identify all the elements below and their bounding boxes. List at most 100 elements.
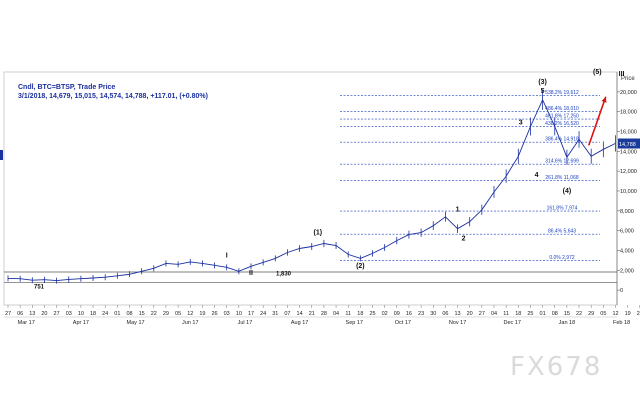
projection-arrow-line bbox=[588, 96, 607, 146]
y-tick-label: 8,000 bbox=[620, 209, 634, 215]
wave-label: (3) bbox=[538, 79, 547, 86]
x-month-label: Mar 17 bbox=[18, 320, 35, 326]
x-day-label: 15 bbox=[564, 311, 570, 317]
x-month-label: Feb 18 bbox=[613, 320, 630, 326]
projection-arrow-head bbox=[601, 96, 607, 103]
x-day-label: 28 bbox=[321, 311, 327, 317]
wave-label: 4 bbox=[535, 172, 539, 179]
x-month-label: Apr 17 bbox=[73, 320, 89, 326]
x-day-label: 14 bbox=[297, 311, 303, 317]
fib-level-label: 86.4% 5,643 bbox=[548, 229, 576, 235]
x-day-label: 21 bbox=[309, 311, 315, 317]
x-month-label: Dec 17 bbox=[504, 320, 521, 326]
x-day-label: 27 bbox=[5, 311, 11, 317]
x-day-label: 16 bbox=[406, 311, 412, 317]
x-month-label: May 17 bbox=[127, 320, 145, 326]
fib-level-label: 461.8% 17,250 bbox=[545, 114, 579, 120]
last-price-box bbox=[618, 138, 640, 149]
x-day-label: 22 bbox=[576, 311, 582, 317]
wave-label: 2 bbox=[462, 236, 466, 243]
x-day-label: 23 bbox=[418, 311, 424, 317]
x-day-label: 20 bbox=[41, 311, 47, 317]
x-day-label: 29 bbox=[163, 311, 169, 317]
ohlc-readout: 3/1/2018, 14,679, 15,015, 14,574, 14,788… bbox=[18, 93, 208, 100]
fib-level-label: 538.2% 19,612 bbox=[545, 90, 579, 96]
fib-level-label: 261.8% 11,068 bbox=[545, 175, 578, 181]
x-day-label: 13 bbox=[454, 311, 460, 317]
x-month-label: Sep 17 bbox=[346, 320, 363, 326]
fib-level-label: 438.2% 16,520 bbox=[545, 121, 579, 127]
x-day-label: 07 bbox=[284, 311, 290, 317]
y-tick-label: 20,000 bbox=[620, 90, 637, 96]
x-day-label: 03 bbox=[224, 311, 230, 317]
x-day-label: 15 bbox=[139, 311, 145, 317]
x-day-label: 12 bbox=[612, 311, 618, 317]
fib-level-label: 0.0% 2,972 bbox=[549, 255, 575, 261]
y-tick-label: 2,000 bbox=[620, 268, 634, 274]
y-tick-label: 12,000 bbox=[620, 169, 637, 175]
wave-label: (1) bbox=[314, 230, 323, 237]
x-month-label: Oct 17 bbox=[395, 320, 411, 326]
fib-level-label: 314.6% 12,699 bbox=[545, 159, 579, 165]
y-tick-label: 18,000 bbox=[620, 110, 637, 116]
x-day-label: 12 bbox=[187, 311, 193, 317]
wave-label: I bbox=[226, 252, 228, 259]
x-day-label: 26 bbox=[637, 311, 640, 317]
x-day-label: 06 bbox=[17, 311, 23, 317]
x-day-label: 24 bbox=[260, 311, 266, 317]
wave-label: 5 bbox=[541, 88, 545, 95]
x-day-label: 08 bbox=[552, 311, 558, 317]
x-day-label: 25 bbox=[527, 311, 533, 317]
x-day-label: 13 bbox=[29, 311, 35, 317]
fib-level-label: 161.8% 7,974 bbox=[547, 206, 578, 212]
support-label: 1,830 bbox=[276, 271, 292, 277]
y-axis-label: Price bbox=[621, 76, 635, 82]
x-day-label: 03 bbox=[66, 311, 72, 317]
plot-border bbox=[3, 71, 618, 306]
x-day-label: 06 bbox=[442, 311, 448, 317]
price-series-line bbox=[7, 98, 616, 282]
watermark-logo: FX678 bbox=[510, 352, 603, 382]
x-day-label: 08 bbox=[126, 311, 132, 317]
x-day-label: 10 bbox=[236, 311, 242, 317]
x-day-label: 18 bbox=[90, 311, 96, 317]
x-day-label: 25 bbox=[369, 311, 375, 317]
y-tick-label: 6,000 bbox=[620, 229, 634, 235]
x-day-label: 20 bbox=[467, 311, 473, 317]
left-edge-marker bbox=[0, 150, 3, 160]
x-day-label: 31 bbox=[272, 311, 278, 317]
x-day-label: 27 bbox=[479, 311, 485, 317]
wave-label: (5) bbox=[593, 69, 602, 76]
y-tick-label: 10,000 bbox=[620, 189, 637, 195]
x-day-label: 11 bbox=[503, 311, 509, 317]
x-day-label: 05 bbox=[600, 311, 606, 317]
fib-level-label: 386.4% 14,918 bbox=[545, 137, 579, 143]
x-month-label: Aug 17 bbox=[291, 320, 308, 326]
wave-label: II bbox=[249, 270, 253, 277]
instrument-title: Cndl, BTC=BTSP, Trade Price bbox=[18, 84, 116, 91]
x-day-label: 27 bbox=[54, 311, 60, 317]
x-day-label: 01 bbox=[540, 311, 546, 317]
x-day-label: 30 bbox=[430, 311, 436, 317]
x-day-label: 24 bbox=[102, 311, 108, 317]
y-tick-label: 16,000 bbox=[620, 129, 637, 135]
y-tick-label: 14,000 bbox=[620, 149, 637, 155]
wave-label: 3 bbox=[519, 120, 523, 127]
x-day-label: 26 bbox=[211, 311, 217, 317]
wave-label: 1 bbox=[456, 206, 460, 213]
x-day-label: 04 bbox=[333, 311, 339, 317]
x-day-label: 01 bbox=[114, 311, 120, 317]
x-day-label: 05 bbox=[175, 311, 181, 317]
y-tick-label: 0 bbox=[620, 288, 623, 294]
x-day-label: 02 bbox=[382, 311, 388, 317]
last-price-label: 14,788 bbox=[619, 142, 636, 148]
x-day-label: 19 bbox=[625, 311, 631, 317]
wave-label: (4) bbox=[563, 188, 572, 195]
y-tick-label: 4,000 bbox=[620, 248, 634, 254]
wave-label: (2) bbox=[356, 263, 365, 270]
x-day-label: 19 bbox=[199, 311, 205, 317]
x-month-label: Jan 18 bbox=[559, 320, 576, 326]
x-day-label: 18 bbox=[357, 311, 363, 317]
x-day-label: 17 bbox=[248, 311, 254, 317]
